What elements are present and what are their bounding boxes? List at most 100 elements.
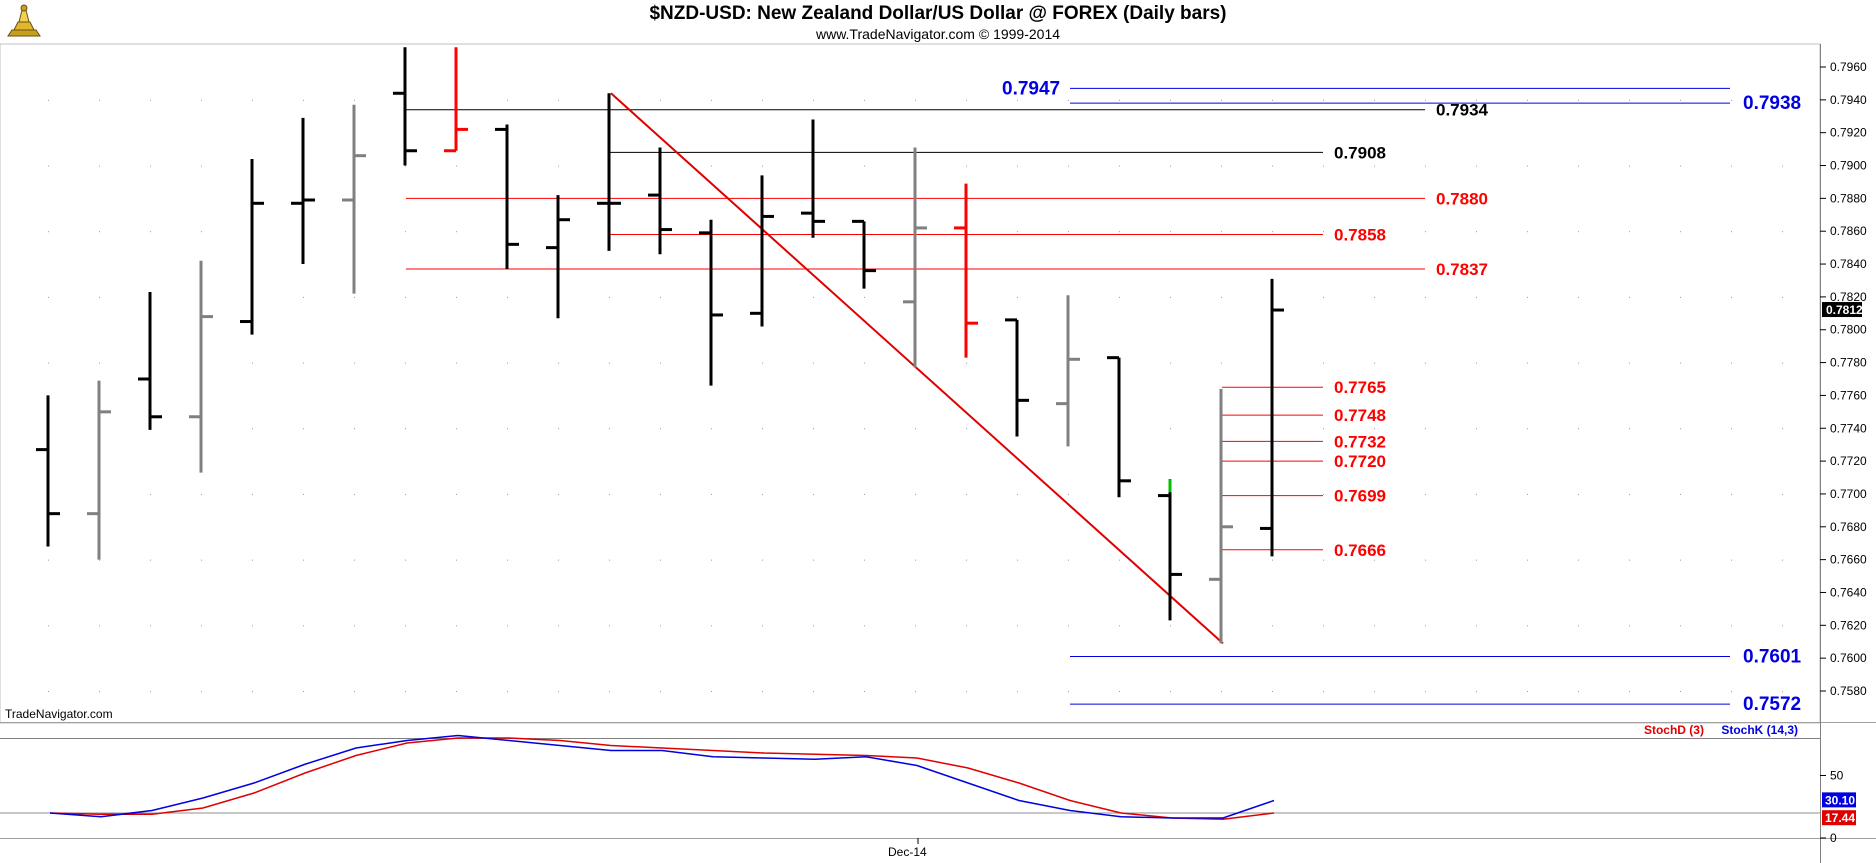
grid-dot: [660, 428, 661, 430]
grid-dot: [1221, 99, 1222, 101]
grid-dot: [303, 691, 304, 692]
grid-dot: [48, 559, 49, 561]
last-price-label: 0.7812: [1826, 303, 1863, 317]
grid-dot: [1527, 691, 1528, 692]
grid-dot: [1578, 296, 1579, 298]
level-label-0.7938: 0.7938: [1743, 93, 1801, 114]
grid-dot: [1017, 231, 1018, 233]
grid-dot: [966, 625, 967, 627]
y-tick-label: 0.7640: [1830, 585, 1867, 599]
grid-dot: [303, 296, 304, 298]
grid-dot: [1680, 362, 1681, 364]
stoch-panel: 50 0: [0, 734, 1856, 845]
grid-dot: [660, 99, 661, 101]
grid-dot: [864, 99, 865, 101]
grid-dot: [507, 493, 508, 495]
grid-dot: [456, 165, 457, 167]
stoch-k-value: 30.10: [1825, 793, 1855, 807]
grid-dot: [507, 362, 508, 364]
grid-dot: [660, 559, 661, 561]
grid-dot: [1425, 625, 1426, 627]
grid-dot: [1068, 559, 1069, 561]
grid-dot: [48, 99, 49, 101]
grid-dot: [1221, 362, 1222, 364]
grid-dot: [1323, 559, 1324, 561]
grid-dot: [1527, 428, 1528, 430]
grid-dot: [1170, 99, 1171, 101]
grid-dot: [609, 559, 610, 561]
y-tick-label: 0.7740: [1830, 421, 1867, 435]
trendline: [610, 92, 1224, 645]
grid-dot: [1476, 231, 1477, 233]
level-label-0.7947: 0.7947: [1002, 78, 1060, 99]
grid-dot: [456, 625, 457, 627]
grid-dot: [507, 296, 508, 298]
grid-dot: [1170, 296, 1171, 298]
level-label-0.7732: 0.7732: [1334, 432, 1386, 451]
grid-dot: [99, 559, 100, 561]
grid-dot: [762, 362, 763, 364]
grid-dot: [1323, 165, 1324, 167]
y-tick-label: 0.7760: [1830, 388, 1867, 402]
grid-dot: [1170, 625, 1171, 627]
grid-dot: [99, 296, 100, 298]
grid-dot: [966, 691, 967, 692]
grid-dot: [1629, 296, 1630, 298]
grid-dot: [1272, 691, 1273, 692]
grid-dot: [1119, 691, 1120, 692]
grid-dot: [711, 691, 712, 692]
grid-dot: [303, 99, 304, 101]
grid-dot: [1374, 165, 1375, 167]
ohlc-bar: [648, 147, 672, 255]
grid-dot: [558, 99, 559, 101]
grid-dot: [1680, 296, 1681, 298]
grid-dot: [201, 559, 202, 561]
ohlc-bar: [189, 260, 213, 473]
grid-dot: [1068, 625, 1069, 627]
grid-dot: [1680, 99, 1681, 101]
grid-dot: [813, 428, 814, 430]
grid-dot: [1782, 165, 1783, 167]
grid-dot: [558, 559, 559, 561]
grid-dot: [864, 362, 865, 364]
y-tick-label: 0.7840: [1830, 257, 1867, 271]
grid-dot: [1578, 362, 1579, 364]
grid-dot: [456, 691, 457, 692]
stoch-k-value-box: [1822, 792, 1856, 808]
grid-dot: [201, 165, 202, 167]
ohlc-bar: [1158, 479, 1182, 621]
grid-dot: [1374, 428, 1375, 430]
grid-dot: [609, 362, 610, 364]
grid-dot: [1782, 231, 1783, 233]
grid-dot: [966, 362, 967, 364]
grid-dot: [1323, 493, 1324, 495]
grid-dot: [609, 296, 610, 298]
grid-dot: [507, 625, 508, 627]
grid-dot: [456, 493, 457, 495]
ohlc-bar: [444, 47, 468, 153]
grid-dot: [762, 428, 763, 430]
grid-dot: [1731, 99, 1732, 101]
grid-dot: [660, 493, 661, 495]
grid-dot: [99, 165, 100, 167]
grid-dot: [201, 691, 202, 692]
grid-dot: [1782, 493, 1783, 495]
grid-dot: [1731, 691, 1732, 692]
grid-dot: [915, 625, 916, 627]
grid-dot: [1374, 296, 1375, 298]
grid-dot: [1323, 362, 1324, 364]
grid-dot: [762, 99, 763, 101]
grid-dot: [303, 362, 304, 364]
grid-dot: [354, 296, 355, 298]
grid-dot: [1374, 493, 1375, 495]
grid-dot: [252, 362, 253, 364]
grid-dot: [864, 493, 865, 495]
y-tick-label: 0.7800: [1830, 323, 1867, 337]
grid-dot: [1425, 165, 1426, 167]
grid-dot: [1017, 99, 1018, 101]
grid-dot: [303, 625, 304, 627]
grid-dot: [711, 559, 712, 561]
grid-dot: [1170, 691, 1171, 692]
grid-dot: [1578, 231, 1579, 233]
